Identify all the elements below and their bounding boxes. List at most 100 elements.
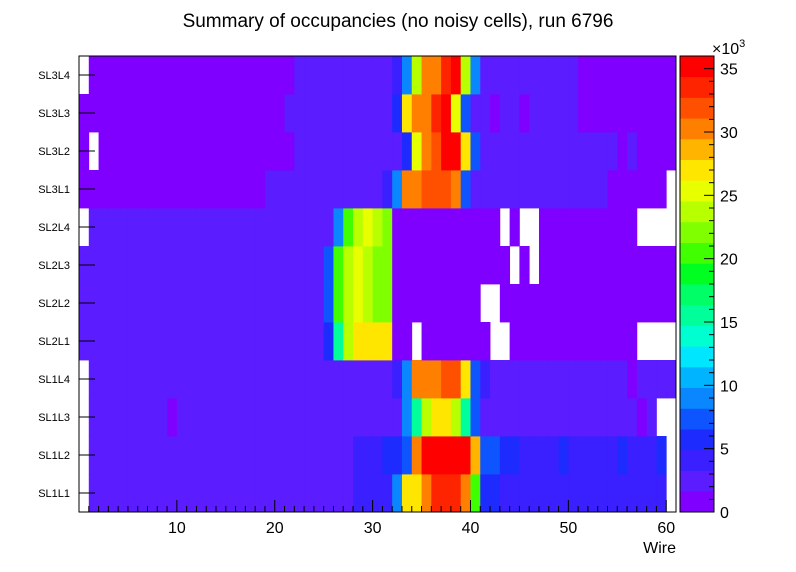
chart-title: Summary of occupancies (no noisy cells),… bbox=[183, 11, 614, 32]
heatmap-cell bbox=[627, 56, 638, 95]
heatmap-cell bbox=[294, 474, 305, 513]
heatmap-cell bbox=[460, 132, 471, 171]
heatmap-cell bbox=[118, 398, 129, 437]
x-tick-label: 20 bbox=[266, 520, 284, 537]
heatmap-cell bbox=[392, 436, 403, 475]
heatmap-cell bbox=[646, 474, 657, 513]
heatmap-cell bbox=[274, 94, 285, 133]
heatmap-cell bbox=[196, 360, 207, 399]
heatmap-cell bbox=[353, 132, 364, 171]
heatmap-cell bbox=[470, 474, 481, 513]
heatmap-cell bbox=[294, 246, 305, 285]
color-scale-band bbox=[680, 284, 714, 306]
heatmap-cell bbox=[353, 322, 364, 361]
heatmap-cell bbox=[627, 436, 638, 475]
heatmap-cell bbox=[225, 208, 236, 247]
heatmap-cell bbox=[460, 284, 471, 323]
heatmap-cell bbox=[313, 246, 325, 285]
heatmap-cell bbox=[607, 132, 618, 171]
heatmap-cell bbox=[245, 474, 256, 513]
heatmap-cell bbox=[548, 436, 559, 475]
heatmap-cell bbox=[264, 360, 276, 399]
heatmap-cell bbox=[529, 436, 540, 475]
heatmap-cell bbox=[558, 398, 569, 437]
heatmap-cell bbox=[470, 94, 481, 133]
heatmap-cell bbox=[294, 398, 305, 437]
heatmap-cells bbox=[79, 56, 677, 513]
heatmap-cell bbox=[441, 436, 452, 475]
heatmap-cell bbox=[108, 94, 119, 133]
heatmap-cell bbox=[206, 208, 217, 247]
heatmap-cell bbox=[245, 436, 256, 475]
heatmap-cell bbox=[264, 132, 276, 171]
heatmap-cell bbox=[118, 360, 129, 399]
heatmap-cell bbox=[578, 170, 589, 209]
heatmap-cell bbox=[274, 284, 285, 323]
heatmap-cell bbox=[568, 398, 579, 437]
heatmap-cell bbox=[578, 322, 589, 361]
heatmap-cell bbox=[666, 284, 677, 323]
heatmap-cell bbox=[196, 246, 207, 285]
heatmap-cell bbox=[490, 132, 501, 171]
heatmap-cell bbox=[274, 208, 285, 247]
heatmap-cell bbox=[401, 284, 413, 323]
heatmap-cell bbox=[323, 170, 334, 209]
heatmap-cell bbox=[490, 246, 501, 285]
heatmap-cell bbox=[176, 208, 188, 247]
heatmap-cell bbox=[509, 208, 520, 247]
heatmap-cell bbox=[206, 474, 217, 513]
heatmap-cell bbox=[568, 322, 579, 361]
heatmap-cell bbox=[323, 322, 334, 361]
heatmap-cell bbox=[343, 208, 354, 247]
heatmap-cell bbox=[186, 398, 197, 437]
heatmap-cell bbox=[587, 132, 599, 171]
heatmap-cell bbox=[538, 474, 550, 513]
heatmap-cell bbox=[235, 436, 246, 475]
color-scale-band bbox=[680, 346, 714, 368]
heatmap-cell bbox=[216, 94, 227, 133]
color-scale-band bbox=[680, 118, 714, 140]
heatmap-cell bbox=[343, 132, 354, 171]
heatmap-cell bbox=[636, 360, 648, 399]
heatmap-cell bbox=[353, 474, 364, 513]
color-scale-label: 30 bbox=[720, 125, 738, 142]
color-scale-label: 0 bbox=[720, 505, 729, 522]
heatmap-cell bbox=[519, 284, 530, 323]
heatmap-cell bbox=[333, 246, 344, 285]
heatmap-cell bbox=[529, 322, 540, 361]
color-scale: 0 5 10 15 20 25 30 35 bbox=[679, 55, 738, 522]
heatmap-cell bbox=[313, 132, 325, 171]
heatmap-cell bbox=[157, 170, 168, 209]
x-tick-label: 50 bbox=[559, 520, 577, 537]
heatmap-cell bbox=[421, 474, 432, 513]
heatmap-cell bbox=[558, 94, 569, 133]
heatmap-cell bbox=[313, 322, 325, 361]
heatmap-cell bbox=[431, 436, 442, 475]
heatmap-cell bbox=[313, 170, 325, 209]
heatmap-cell bbox=[578, 284, 589, 323]
heatmap-cell bbox=[255, 398, 266, 437]
heatmap-cell bbox=[98, 208, 109, 247]
heatmap-cell bbox=[441, 322, 452, 361]
heatmap-cell bbox=[470, 170, 481, 209]
heatmap-cell bbox=[118, 56, 129, 95]
heatmap-cell bbox=[548, 246, 559, 285]
heatmap-cell bbox=[255, 474, 266, 513]
heatmap-cell bbox=[362, 94, 374, 133]
heatmap-cell bbox=[216, 360, 227, 399]
heatmap-cell bbox=[441, 246, 452, 285]
heatmap-cell bbox=[431, 398, 442, 437]
heatmap-cell bbox=[568, 170, 579, 209]
multiplier-exponent: 3 bbox=[739, 38, 745, 50]
heatmap-cell bbox=[392, 132, 403, 171]
heatmap-cell bbox=[98, 436, 109, 475]
heatmap-cell bbox=[548, 360, 559, 399]
heatmap-cell bbox=[607, 94, 618, 133]
heatmap-cell bbox=[127, 474, 139, 513]
heatmap-cell bbox=[216, 208, 227, 247]
heatmap-cell bbox=[235, 360, 246, 399]
heatmap-cell bbox=[137, 208, 148, 247]
heatmap-cell bbox=[137, 56, 148, 95]
heatmap-cell bbox=[460, 360, 471, 399]
heatmap-cell bbox=[304, 208, 315, 247]
